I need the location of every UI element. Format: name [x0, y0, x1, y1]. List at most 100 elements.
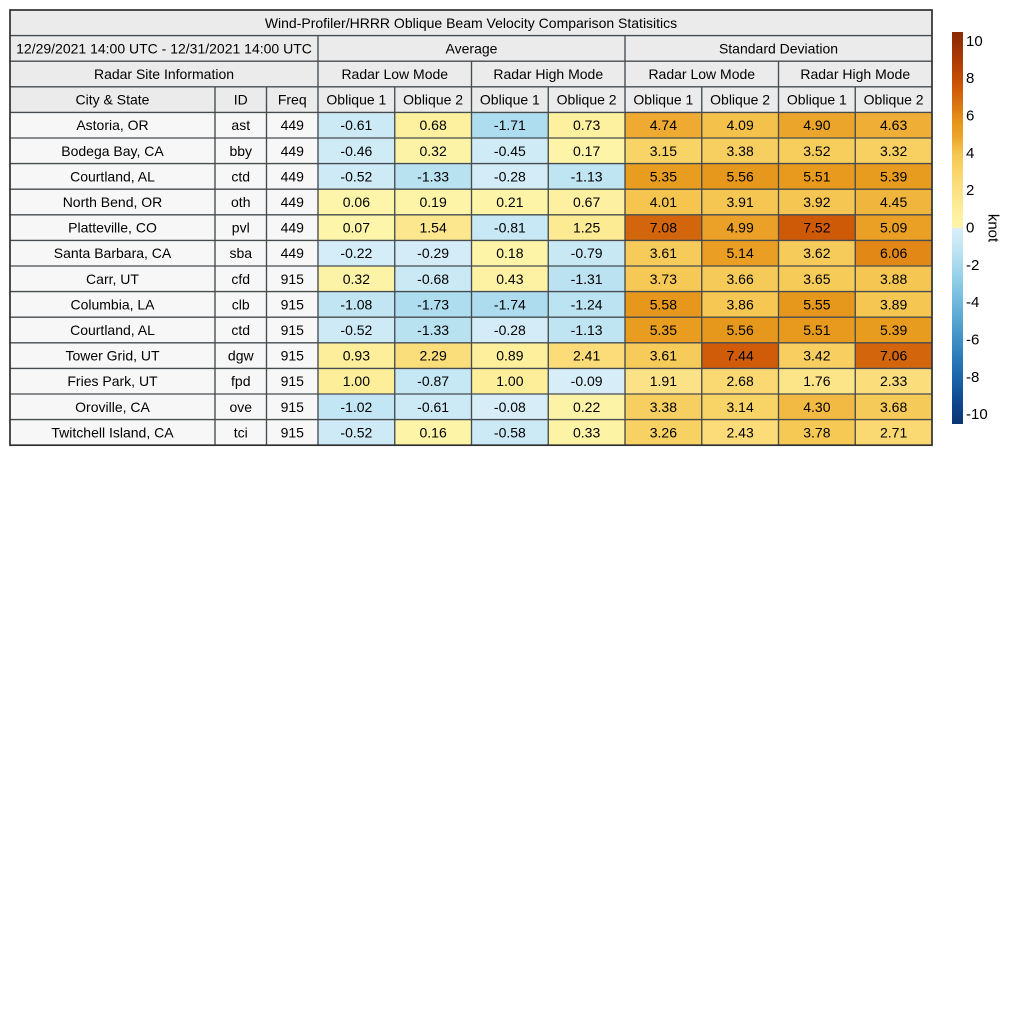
svg-text:915: 915	[281, 322, 305, 338]
svg-text:0.18: 0.18	[496, 245, 523, 261]
svg-text:3.88: 3.88	[880, 271, 907, 287]
svg-text:3.86: 3.86	[726, 296, 753, 312]
svg-text:5.51: 5.51	[803, 322, 830, 338]
svg-text:Freq: Freq	[278, 92, 307, 108]
svg-text:3.61: 3.61	[650, 348, 677, 364]
svg-text:0.73: 0.73	[573, 117, 600, 133]
svg-text:3.66: 3.66	[726, 271, 753, 287]
svg-text:0.19: 0.19	[419, 194, 446, 210]
svg-text:knot: knot	[985, 214, 1002, 243]
svg-text:-1.08: -1.08	[340, 296, 372, 312]
svg-text:3.89: 3.89	[880, 296, 907, 312]
svg-text:dgw: dgw	[228, 348, 255, 364]
svg-text:0.33: 0.33	[573, 424, 600, 440]
svg-text:0: 0	[966, 220, 974, 237]
svg-text:449: 449	[281, 117, 305, 133]
svg-text:3.26: 3.26	[650, 424, 677, 440]
svg-text:Oblique 2: Oblique 2	[864, 92, 924, 108]
svg-text:fpd: fpd	[231, 373, 250, 389]
svg-text:cfd: cfd	[231, 271, 250, 287]
svg-text:5.39: 5.39	[880, 322, 907, 338]
svg-text:-0.22: -0.22	[340, 245, 372, 261]
svg-text:449: 449	[281, 245, 305, 261]
svg-text:-1.13: -1.13	[571, 322, 603, 338]
svg-text:-0.28: -0.28	[494, 168, 526, 184]
svg-text:-1.24: -1.24	[571, 296, 603, 312]
svg-text:0.21: 0.21	[496, 194, 523, 210]
svg-text:0.67: 0.67	[573, 194, 600, 210]
svg-text:-0.52: -0.52	[340, 322, 372, 338]
svg-text:6: 6	[966, 108, 974, 125]
svg-text:clb: clb	[232, 296, 250, 312]
svg-text:Oblique 2: Oblique 2	[557, 92, 617, 108]
svg-text:12/29/2021 14:00 UTC - 12/31/2: 12/29/2021 14:00 UTC - 12/31/2021 14:00 …	[16, 40, 312, 56]
svg-text:449: 449	[281, 194, 305, 210]
svg-text:-8: -8	[966, 369, 979, 386]
svg-text:-0.52: -0.52	[340, 168, 372, 184]
svg-text:1.91: 1.91	[650, 373, 677, 389]
svg-text:ctd: ctd	[231, 322, 250, 338]
svg-text:3.32: 3.32	[880, 143, 907, 159]
svg-text:2.29: 2.29	[419, 348, 446, 364]
svg-text:915: 915	[281, 271, 305, 287]
svg-text:5.56: 5.56	[726, 322, 753, 338]
svg-text:pvl: pvl	[232, 220, 250, 236]
svg-text:2.68: 2.68	[726, 373, 753, 389]
svg-text:sba: sba	[229, 245, 252, 261]
svg-text:5.58: 5.58	[650, 296, 677, 312]
svg-text:3.73: 3.73	[650, 271, 677, 287]
svg-text:-1.31: -1.31	[571, 271, 603, 287]
svg-text:7.08: 7.08	[650, 220, 677, 236]
svg-text:4: 4	[966, 145, 974, 162]
svg-text:Twitchell Island, CA: Twitchell Island, CA	[51, 424, 174, 440]
svg-text:3.68: 3.68	[880, 399, 907, 415]
svg-text:1.54: 1.54	[419, 220, 446, 236]
svg-text:4.74: 4.74	[650, 117, 677, 133]
svg-text:3.38: 3.38	[726, 143, 753, 159]
svg-text:5.55: 5.55	[803, 296, 830, 312]
svg-text:3.78: 3.78	[803, 424, 830, 440]
svg-text:3.14: 3.14	[726, 399, 753, 415]
svg-text:-1.13: -1.13	[571, 168, 603, 184]
svg-text:0.89: 0.89	[496, 348, 523, 364]
svg-text:10: 10	[966, 33, 983, 50]
svg-text:5.51: 5.51	[803, 168, 830, 184]
svg-text:-0.87: -0.87	[417, 373, 449, 389]
svg-text:ctd: ctd	[231, 168, 250, 184]
svg-text:2.33: 2.33	[880, 373, 907, 389]
svg-text:-0.61: -0.61	[417, 399, 449, 415]
svg-text:City & State: City & State	[76, 92, 150, 108]
svg-text:7.44: 7.44	[726, 348, 753, 364]
svg-text:6.06: 6.06	[880, 245, 907, 261]
svg-text:North Bend, OR: North Bend, OR	[63, 194, 163, 210]
svg-text:Santa Barbara, CA: Santa Barbara, CA	[54, 245, 172, 261]
svg-text:-1.02: -1.02	[340, 399, 372, 415]
svg-text:449: 449	[281, 168, 305, 184]
svg-text:915: 915	[281, 399, 305, 415]
svg-text:Radar High Mode: Radar High Mode	[800, 66, 910, 82]
svg-text:0.68: 0.68	[419, 117, 446, 133]
svg-text:915: 915	[281, 348, 305, 364]
svg-text:5.35: 5.35	[650, 322, 677, 338]
svg-text:5.35: 5.35	[650, 168, 677, 184]
svg-text:0.22: 0.22	[573, 399, 600, 415]
svg-text:Bodega Bay, CA: Bodega Bay, CA	[61, 143, 164, 159]
svg-text:3.38: 3.38	[650, 399, 677, 415]
svg-text:2.41: 2.41	[573, 348, 600, 364]
svg-text:-0.46: -0.46	[340, 143, 372, 159]
svg-text:0.32: 0.32	[419, 143, 446, 159]
svg-text:449: 449	[281, 143, 305, 159]
svg-text:7.06: 7.06	[880, 348, 907, 364]
svg-text:5.14: 5.14	[726, 245, 753, 261]
svg-text:Radar High Mode: Radar High Mode	[493, 66, 603, 82]
svg-text:0.32: 0.32	[343, 271, 370, 287]
svg-text:5.56: 5.56	[726, 168, 753, 184]
svg-text:4.30: 4.30	[803, 399, 830, 415]
svg-text:2.43: 2.43	[726, 424, 753, 440]
svg-text:-10: -10	[966, 406, 988, 423]
svg-text:1.00: 1.00	[343, 373, 370, 389]
svg-text:0.43: 0.43	[496, 271, 523, 287]
svg-text:Oroville, CA: Oroville, CA	[75, 399, 150, 415]
svg-text:3.42: 3.42	[803, 348, 830, 364]
svg-text:-0.28: -0.28	[494, 322, 526, 338]
